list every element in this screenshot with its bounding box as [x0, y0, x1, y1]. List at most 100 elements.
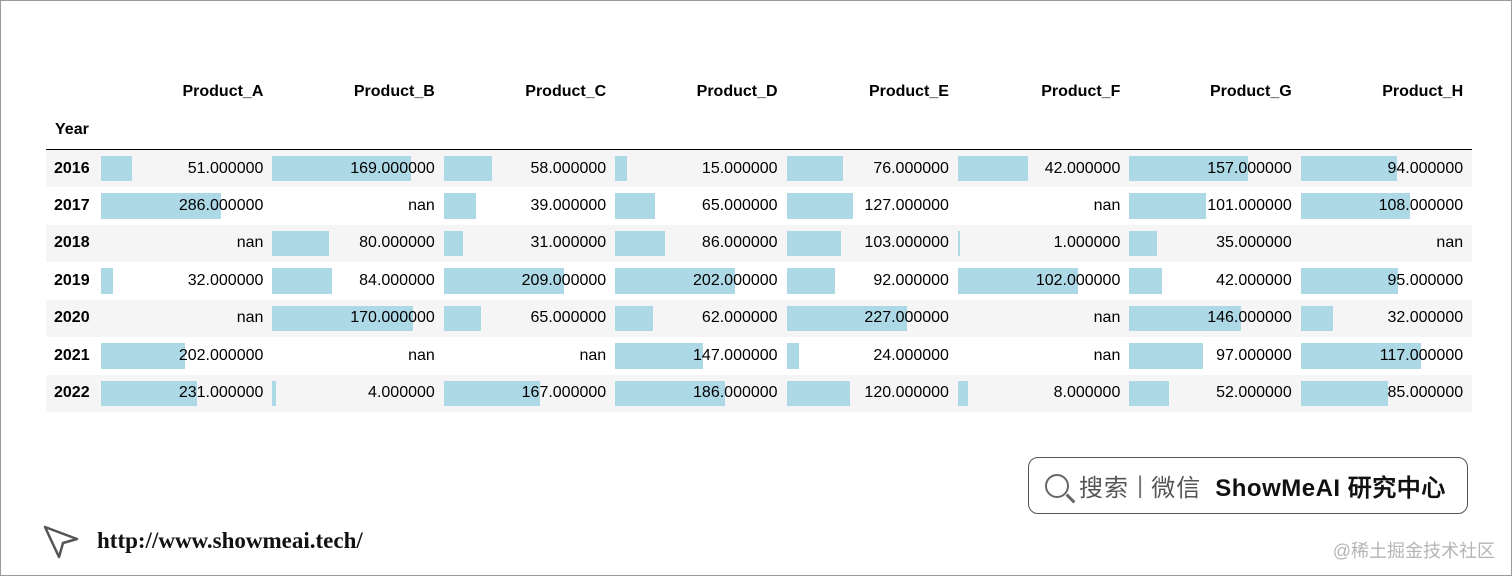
data-bar [272, 305, 413, 331]
cell-value: 108.000000 [1378, 196, 1464, 214]
table-cell: nan [101, 225, 272, 263]
table-cell: 120.000000 [786, 375, 958, 413]
cell-value: 31.000000 [530, 234, 607, 252]
cell-value: 84.000000 [359, 271, 435, 289]
cell-value: 146.000000 [1207, 309, 1292, 327]
cell-value: 65.000000 [530, 309, 607, 327]
data-bar [101, 193, 221, 219]
cell-value: 127.000000 [864, 196, 949, 214]
data-bar [443, 230, 463, 256]
cell-value: 86.000000 [701, 234, 778, 252]
table-cell: 39.000000 [443, 187, 615, 225]
table-cell: 202.000000 [615, 262, 786, 300]
data-bar [101, 268, 113, 294]
table-body: 2016 51.000000 169.000000 58.000000 15.00000… [46, 149, 1473, 413]
cell-value: nan [408, 346, 435, 364]
table-row: 2016 51.000000 169.000000 58.000000 15.00000… [46, 149, 1473, 188]
table-cell: 42.000000 [957, 150, 1129, 188]
index-name-row: Year [46, 111, 1473, 150]
cell-value: 157.000000 [1207, 159, 1292, 177]
cell-value: 186.000000 [693, 384, 778, 402]
data-bar [443, 380, 540, 406]
table-cell: 31.000000 [443, 225, 615, 263]
data-bar [957, 230, 960, 256]
cell-value: 58.000000 [530, 159, 607, 177]
column-header: Product_A [182, 83, 264, 100]
watermark: @稀土掘金技术社区 [1332, 541, 1495, 561]
table-cell: 1.000000 [957, 225, 1129, 263]
data-bar [786, 268, 835, 294]
table-cell: 94.000000 [1300, 150, 1472, 188]
row-index: 2020 [54, 309, 90, 327]
cell-value: 39.000000 [530, 196, 607, 214]
cell-value: 76.000000 [873, 159, 949, 177]
data-bar [1129, 343, 1204, 369]
row-index: 2016 [54, 159, 90, 177]
cell-value: nan [1093, 196, 1121, 214]
cell-value: 8.000000 [1053, 384, 1121, 402]
data-bar [1129, 268, 1162, 294]
cell-value: nan [236, 234, 264, 252]
table-cell: 95.000000 [1300, 262, 1472, 300]
table-cell: 84.000000 [272, 262, 443, 300]
table-cell: 24.000000 [786, 337, 958, 375]
table-cell: 146.000000 [1129, 300, 1300, 338]
data-bar [1300, 343, 1421, 369]
search-label: 搜索 [1079, 475, 1129, 502]
table-cell: nan [958, 337, 1129, 375]
table-cell: 202.000000 [101, 337, 272, 375]
data-bar [786, 193, 854, 219]
search-separator: | [1137, 471, 1144, 499]
table-cell: 147.000000 [615, 337, 786, 375]
cell-value: nan [579, 346, 607, 364]
cursor-pointer-icon [43, 525, 79, 559]
cell-value: nan [1436, 234, 1464, 252]
table-cell: 86.000000 [615, 225, 786, 263]
table-cell: 102.000000 [957, 262, 1129, 300]
cell-value: 103.000000 [864, 234, 949, 252]
column-header: Product_E [868, 83, 949, 100]
table-cell: nan [444, 337, 615, 375]
website-url[interactable]: http://www.showmeai.tech/ [97, 528, 363, 553]
cell-value: 80.000000 [359, 234, 435, 252]
data-bar [1300, 380, 1389, 406]
data-bar [615, 343, 703, 369]
cell-value: nan [1093, 309, 1121, 327]
table-cell: 58.000000 [443, 150, 615, 188]
wechat-search-box: 搜索 | 微信 ShowMeAI 研究中心 [1028, 457, 1468, 514]
table-row: 2022 231.000000 4.000000 167.000000 186.0000… [46, 374, 1473, 413]
table-cell: 286.000000 [101, 187, 272, 225]
table-row: 2021 202.000000 nan nan 147.000000 24.000000 n… [46, 337, 1473, 375]
table-cell: 85.000000 [1300, 375, 1472, 413]
cell-value: 97.000000 [1216, 346, 1292, 364]
column-header: Product_G [1209, 83, 1292, 100]
search-icon [1045, 473, 1069, 498]
data-bar [786, 343, 799, 369]
cell-value: 94.000000 [1387, 159, 1464, 177]
styled-dataframe: Product_A Product_B Product_C Product_D … [46, 73, 1473, 413]
data-bar [272, 230, 329, 256]
column-header-row: Product_A Product_B Product_C Product_D … [46, 73, 1472, 111]
wechat-label: 微信 [1151, 475, 1202, 502]
table-cell: 65.000000 [443, 300, 615, 338]
cell-value: 65.000000 [701, 196, 778, 214]
data-bar [1300, 156, 1397, 181]
data-bar [1300, 305, 1334, 331]
cell-value: 117.000000 [1379, 346, 1464, 364]
data-bar [615, 305, 653, 331]
data-bar [615, 380, 725, 406]
cell-value: 1.000000 [1053, 234, 1121, 252]
table-cell: 209.000000 [443, 262, 615, 300]
data-bar [1129, 230, 1157, 256]
data-bar [443, 193, 477, 219]
cell-value: nan [236, 309, 264, 327]
cell-value: 227.000000 [864, 309, 949, 327]
cell-value: 167.000000 [521, 384, 607, 402]
table-cell: 186.000000 [615, 375, 786, 413]
data-bar [615, 156, 628, 181]
brand-label: ShowMeAI 研究中心 [1215, 475, 1446, 502]
data-bar [1300, 193, 1411, 219]
data-bar [957, 268, 1078, 294]
data-bar [786, 156, 844, 181]
